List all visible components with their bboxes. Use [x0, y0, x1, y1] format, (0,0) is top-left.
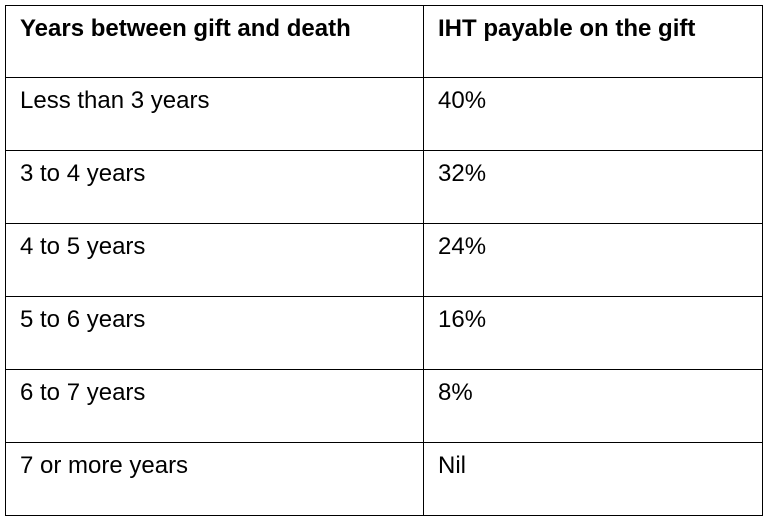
cell-years: 4 to 5 years	[5, 223, 424, 297]
table-row: 3 to 4 years 32%	[5, 150, 763, 224]
cell-iht-rate: 16%	[423, 296, 763, 370]
table-row: 7 or more years Nil	[5, 442, 763, 516]
cell-years: 7 or more years	[5, 442, 424, 516]
table-row: 5 to 6 years 16%	[5, 296, 763, 370]
cell-iht-rate: Nil	[423, 442, 763, 516]
cell-iht-rate: 8%	[423, 369, 763, 443]
cell-years: 3 to 4 years	[5, 150, 424, 224]
cell-years: 5 to 6 years	[5, 296, 424, 370]
header-years: Years between gift and death	[5, 5, 424, 78]
iht-table-container: Years between gift and death IHT payable…	[5, 5, 763, 516]
header-iht-payable: IHT payable on the gift	[423, 5, 763, 78]
table-row: Less than 3 years 40%	[5, 77, 763, 151]
table-row: 4 to 5 years 24%	[5, 223, 763, 297]
iht-taper-table: Years between gift and death IHT payable…	[5, 5, 763, 516]
cell-iht-rate: 24%	[423, 223, 763, 297]
cell-years: 6 to 7 years	[5, 369, 424, 443]
cell-iht-rate: 40%	[423, 77, 763, 151]
table-row: 6 to 7 years 8%	[5, 369, 763, 443]
cell-years: Less than 3 years	[5, 77, 424, 151]
cell-iht-rate: 32%	[423, 150, 763, 224]
table-header-row: Years between gift and death IHT payable…	[5, 5, 763, 78]
